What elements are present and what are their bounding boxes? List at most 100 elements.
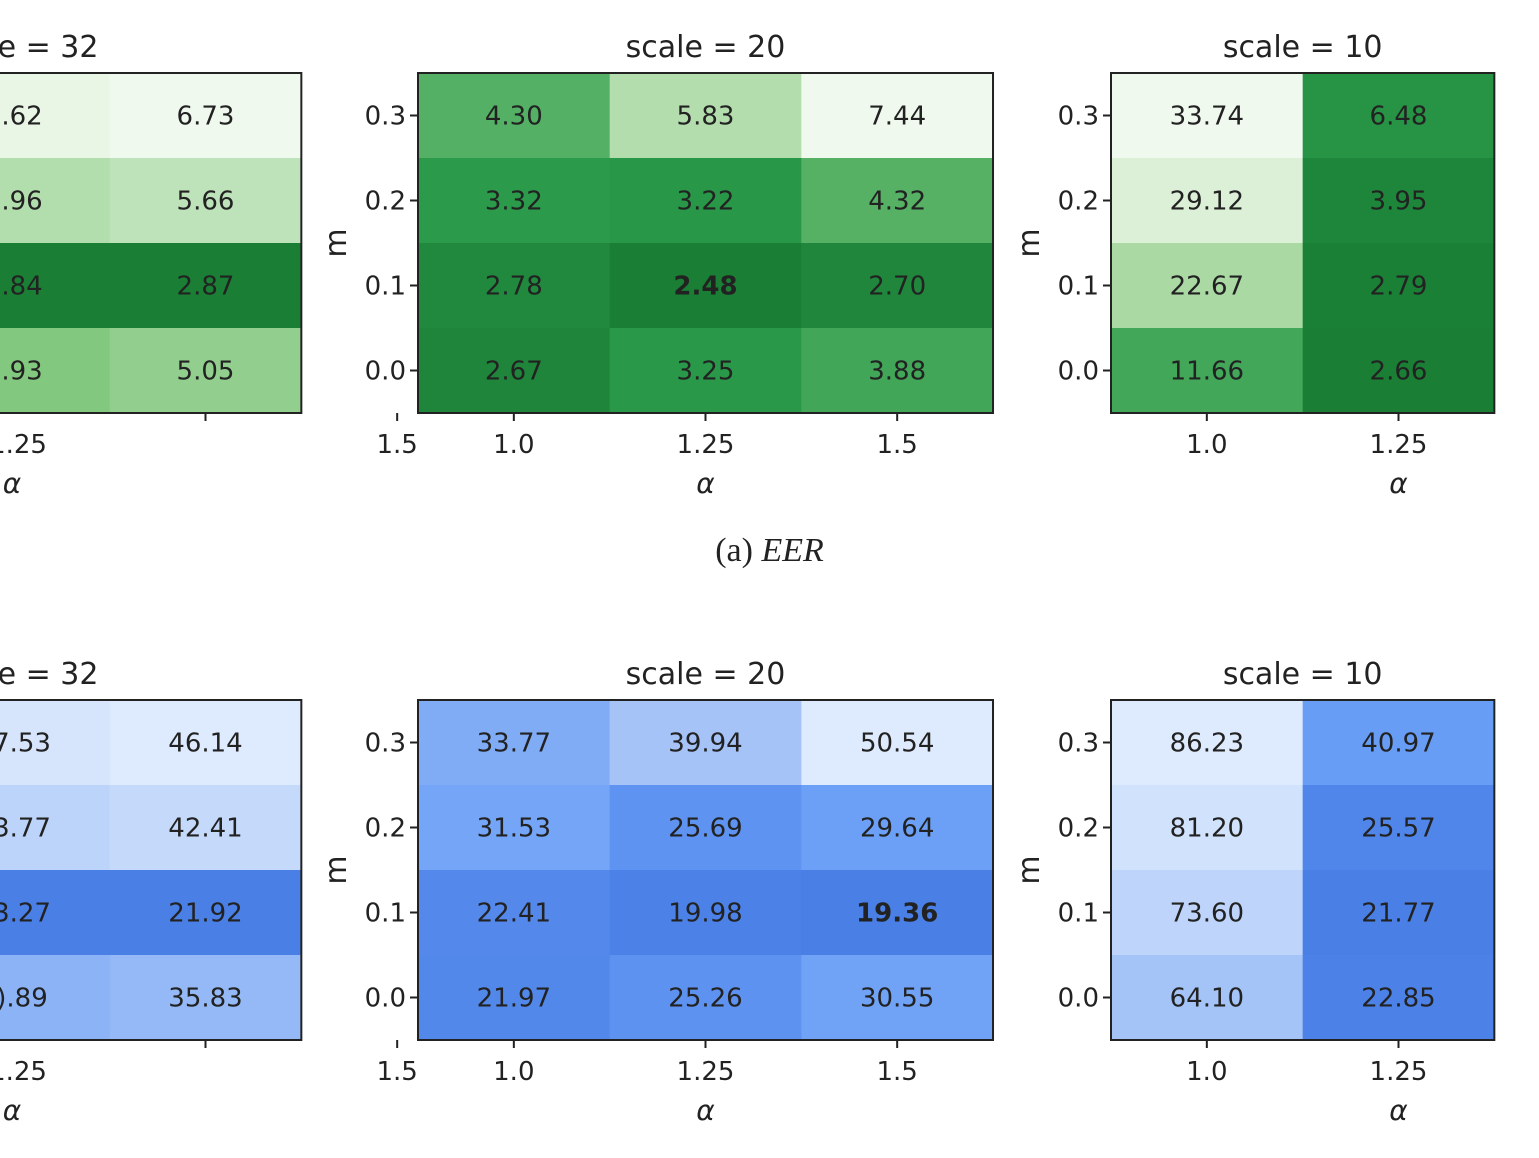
heatmap-cell xyxy=(1302,700,1495,786)
cell-value: 86.23 xyxy=(1170,729,1244,759)
heatmap-cell xyxy=(1111,785,1304,871)
y-tick-label: 0.3 xyxy=(1058,102,1099,132)
cell-value: 29.12 xyxy=(1170,187,1244,217)
cell-value: 31.53 xyxy=(477,814,551,844)
x-axis-label: α xyxy=(1389,1094,1408,1127)
heatmap-cell xyxy=(0,158,111,244)
panel-title: scale = 10 xyxy=(1223,30,1383,65)
y-axis-label: m xyxy=(1012,228,1047,257)
heatmap-cell xyxy=(0,73,111,159)
heatmap-cell xyxy=(0,785,111,871)
plot-frame xyxy=(0,72,303,414)
y-tick-label: 0.2 xyxy=(365,814,406,844)
cell-value: 3.95 xyxy=(1370,187,1428,217)
cell-value: 2.70 xyxy=(868,272,926,302)
cell-value: 30.55 xyxy=(860,984,934,1014)
plot-frame xyxy=(1110,699,1496,1041)
cell-value: 25.26 xyxy=(668,984,742,1014)
x-tick-label: 1.25 xyxy=(677,1057,735,1087)
heatmap-cell xyxy=(1302,328,1495,414)
heatmap-cell xyxy=(609,328,802,414)
cell-value: 3.22 xyxy=(677,187,735,217)
panel-title: scale = 20 xyxy=(626,30,786,65)
cell-value: 3.32 xyxy=(485,187,543,217)
cell-value: 3.27 xyxy=(0,899,51,929)
y-tick-label: 0.0 xyxy=(365,357,406,387)
cell-value: 6.48 xyxy=(1370,102,1428,132)
caption-label: EER xyxy=(761,532,824,569)
cell-value: 5.66 xyxy=(177,187,235,217)
heatmap-cell xyxy=(109,328,302,414)
heatmap-cell xyxy=(418,955,611,1041)
cell-value: 2.48 xyxy=(673,272,737,302)
y-tick-label: 0.1 xyxy=(1058,899,1099,929)
heatmap-cell xyxy=(418,700,611,786)
heatmap-cell xyxy=(609,243,802,329)
heatmap-cell xyxy=(0,870,111,956)
cell-value: 40.97 xyxy=(1361,729,1435,759)
heatmap-cell xyxy=(109,700,302,786)
x-tick-label: 1.25 xyxy=(1370,1057,1428,1087)
heatmap-cell xyxy=(609,870,802,956)
heatmap-cell xyxy=(1302,785,1495,871)
cell-value: 64.10 xyxy=(1170,984,1244,1014)
cell-value: 39.94 xyxy=(668,729,742,759)
x-axis-label: α xyxy=(3,467,22,500)
plot-frame xyxy=(1110,72,1496,414)
cell-value: 11.66 xyxy=(1170,357,1244,387)
heatmap-cell xyxy=(1111,700,1304,786)
cell-value: 3.25 xyxy=(677,357,735,387)
heatmap-cell xyxy=(1302,870,1495,956)
x-tick-label: 1.0 xyxy=(1186,430,1227,460)
y-tick-label: 0.2 xyxy=(1058,187,1099,217)
cell-value: 21.97 xyxy=(477,984,551,1014)
cell-value: 3.77 xyxy=(0,814,51,844)
cell-value: 50.54 xyxy=(860,729,934,759)
y-tick-label: 0.1 xyxy=(365,899,406,929)
cell-value: 2.67 xyxy=(485,357,543,387)
cell-value: 35.83 xyxy=(168,984,242,1014)
heatmap-cell xyxy=(801,328,994,414)
y-axis-label: m xyxy=(319,228,354,257)
cell-value: .96 xyxy=(1,187,42,217)
heatmap-cell xyxy=(801,243,994,329)
y-tick-label: 0.0 xyxy=(1058,357,1099,387)
heatmap-cell xyxy=(1111,243,1304,329)
cell-value: 5.05 xyxy=(177,357,235,387)
cell-value: 33.74 xyxy=(1170,102,1244,132)
heatmap-cell xyxy=(609,700,802,786)
x-tick-label: 1.5 xyxy=(876,1057,917,1087)
heatmap-cell xyxy=(1111,73,1304,159)
cell-value: ).89 xyxy=(0,984,48,1014)
x-tick-label: 1.5 xyxy=(376,1057,417,1087)
cell-value: 21.77 xyxy=(1361,899,1435,929)
x-tick-label: 1.5 xyxy=(376,430,417,460)
cell-value: .93 xyxy=(1,357,42,387)
heatmap-cell xyxy=(418,870,611,956)
y-axis-label: m xyxy=(319,855,354,884)
heatmap-cell xyxy=(1111,328,1304,414)
heatmap-cell xyxy=(609,955,802,1041)
cell-value: .62 xyxy=(1,102,42,132)
panel-title: scale = 20 xyxy=(626,657,786,692)
cell-value: 2.66 xyxy=(1370,357,1428,387)
y-tick-label: 0.0 xyxy=(1058,984,1099,1014)
heatmap-cell xyxy=(0,328,111,414)
plot-frame xyxy=(0,699,303,1041)
heatmap-cell xyxy=(418,243,611,329)
cell-value: 81.20 xyxy=(1170,814,1244,844)
cell-value: 5.83 xyxy=(677,102,735,132)
heatmap-cell xyxy=(418,328,611,414)
y-tick-label: 0.2 xyxy=(1058,814,1099,844)
cell-value: 2.87 xyxy=(177,272,235,302)
cell-value: 2.79 xyxy=(1370,272,1428,302)
cell-value: 6.73 xyxy=(177,102,235,132)
heatmap-cell xyxy=(801,955,994,1041)
heatmap-cell xyxy=(609,158,802,244)
heatmap-cell xyxy=(609,785,802,871)
heatmap-cell xyxy=(0,243,111,329)
cell-value: 4.32 xyxy=(868,187,926,217)
y-tick-label: 0.0 xyxy=(365,984,406,1014)
cell-value: 2.78 xyxy=(485,272,543,302)
cell-value: .84 xyxy=(1,272,42,302)
